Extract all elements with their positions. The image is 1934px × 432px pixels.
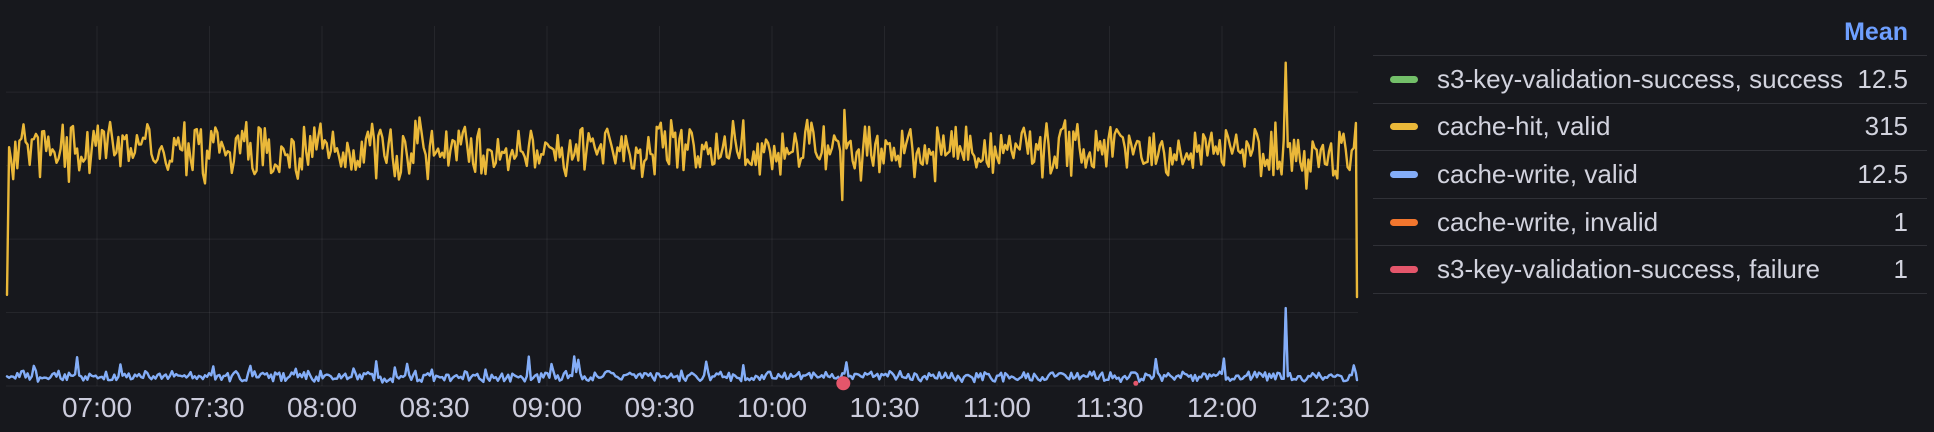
legend-mean-value: 12.5: [1857, 63, 1908, 94]
legend-item[interactable]: s3-key-validation-success, success 12.5: [1373, 56, 1927, 104]
legend-series-label[interactable]: s3-key-validation-success, failure: [1437, 254, 1820, 285]
legend-mean-value: 12.5: [1857, 158, 1908, 189]
series-color-swatch[interactable]: [1390, 170, 1418, 178]
legend-series-label[interactable]: s3-key-validation-success, success: [1437, 63, 1844, 94]
legend-series-label[interactable]: cache-hit, valid: [1437, 111, 1611, 142]
legend-series-label[interactable]: cache-write, valid: [1437, 158, 1638, 189]
legend-item[interactable]: s3-key-validation-success, failure 1: [1373, 246, 1927, 294]
series-color-swatch[interactable]: [1390, 218, 1418, 226]
legend-mean-value: 1: [1893, 206, 1908, 237]
series-color-swatch[interactable]: [1390, 123, 1418, 131]
series-color-swatch[interactable]: [1390, 266, 1418, 274]
legend-mean-value: 1: [1893, 254, 1908, 285]
legend-series-label[interactable]: cache-write, invalid: [1437, 206, 1659, 237]
legend-rows: s3-key-validation-success, success 12.5 ca…: [1373, 56, 1927, 294]
legend-item[interactable]: cache-write, valid 12.5: [1373, 151, 1927, 199]
legend-item[interactable]: cache-hit, valid 315: [1373, 104, 1927, 152]
legend-mean-value: 315: [1864, 111, 1908, 142]
legend: Mean s3-key-validation-success, success 1…: [1373, 0, 1927, 294]
legend-sort-mean[interactable]: Mean: [1844, 18, 1908, 46]
legend-header: Mean: [1373, 0, 1927, 56]
series-color-swatch[interactable]: [1390, 75, 1418, 83]
legend-item[interactable]: cache-write, invalid 1: [1373, 199, 1927, 247]
